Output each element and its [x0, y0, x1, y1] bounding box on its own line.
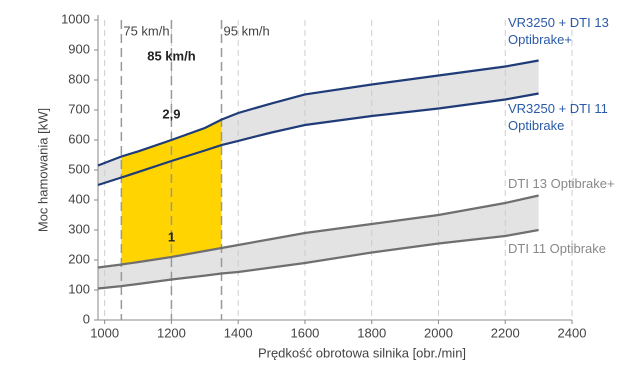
legend-label: DTI 11 Optibrake — [508, 241, 607, 256]
y-tick-label: 400 — [68, 191, 90, 206]
y-tick-label: 900 — [68, 41, 90, 56]
x-tick-label: 1200 — [157, 325, 186, 340]
marker-label: 95 km/h — [224, 23, 270, 38]
x-tick-label: 2200 — [491, 325, 520, 340]
y-tick-label: 1000 — [61, 11, 90, 26]
x-tick-label: 1000 — [90, 325, 119, 340]
x-tick-label: 1400 — [224, 325, 253, 340]
y-tick-label: 0 — [83, 311, 90, 326]
marker-label: 85 km/h — [147, 48, 195, 63]
y-tick-label: 300 — [68, 221, 90, 236]
y-axis-label: Moc hamowania [kW] — [35, 108, 50, 232]
band — [98, 195, 539, 289]
x-tick-label: 1800 — [357, 325, 386, 340]
y-tick-label: 600 — [68, 131, 90, 146]
series-line — [97, 92, 539, 187]
y-tick-label: 700 — [68, 101, 90, 116]
legend-label: VR3250 + DTI 11 Optibrake — [508, 101, 608, 133]
marker-label: 75 km/h — [123, 23, 169, 38]
series-line — [97, 194, 539, 269]
series-line — [97, 228, 539, 290]
x-axis-label: Prędkość obrotowa silnika [obr./min] — [258, 345, 466, 360]
annotation: 2,9 — [162, 106, 180, 121]
y-tick-label: 100 — [68, 281, 90, 296]
annotation: 1 — [168, 229, 175, 244]
x-tick-label: 1600 — [290, 325, 319, 340]
legend-label: VR3250 + DTI 13 Optibrake+ — [508, 15, 609, 47]
y-tick-label: 200 — [68, 251, 90, 266]
x-tick-label: 2400 — [558, 325, 587, 340]
y-tick-label: 800 — [68, 71, 90, 86]
series-line — [97, 59, 539, 167]
y-tick-label: 500 — [68, 161, 90, 176]
legend-label: DTI 13 Optibrake+ — [508, 176, 615, 191]
x-tick-label: 2000 — [424, 325, 453, 340]
